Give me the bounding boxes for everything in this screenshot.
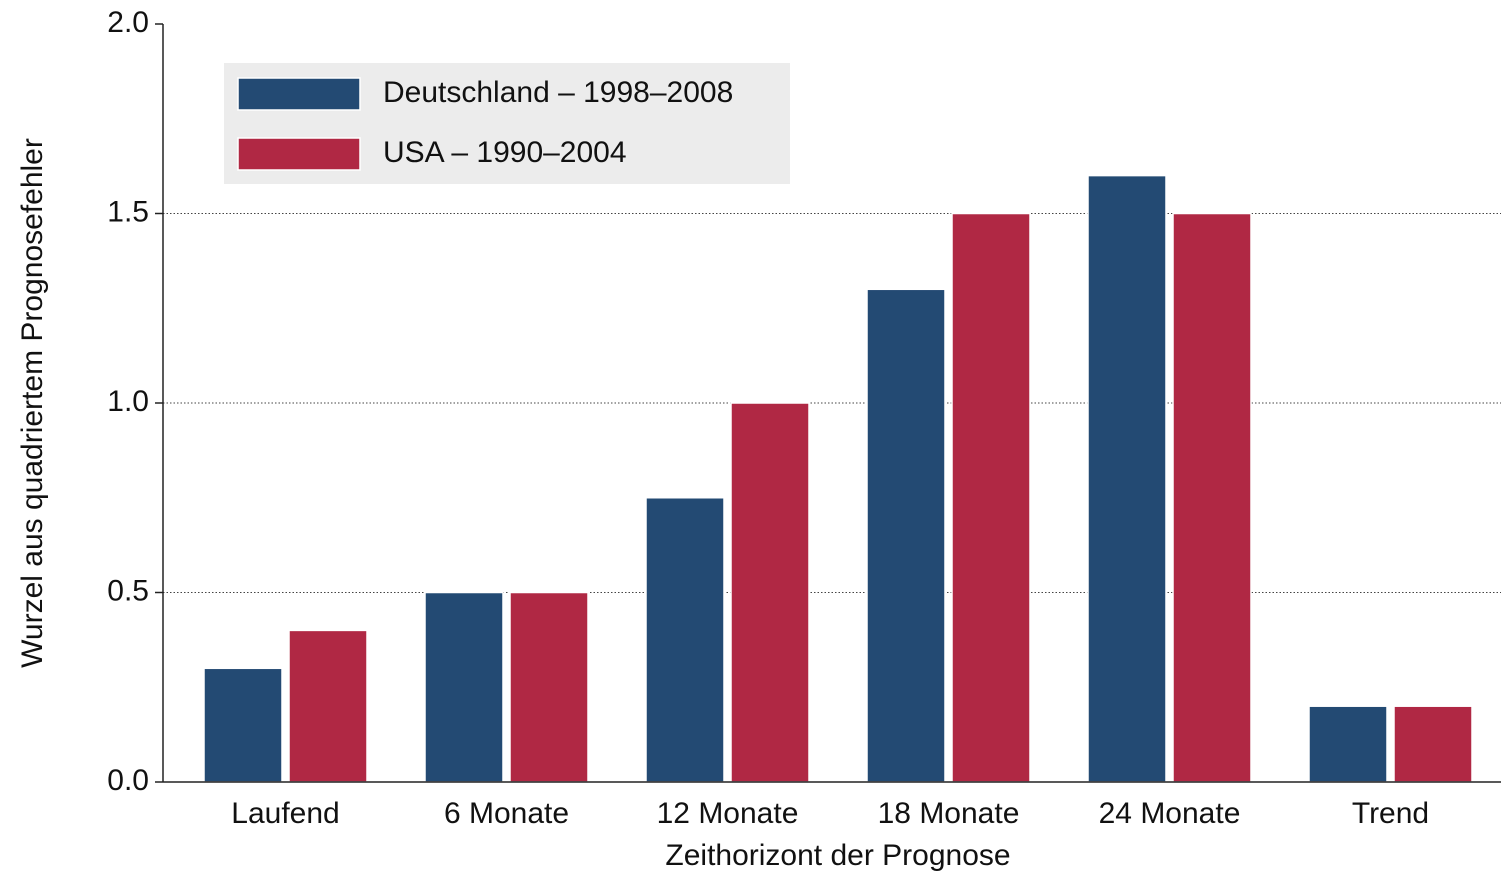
bar <box>509 591 589 783</box>
bar <box>1308 705 1388 783</box>
bar <box>288 629 368 783</box>
bar <box>645 497 725 783</box>
bar <box>424 591 504 783</box>
y-tick-label: 2.0 <box>107 6 149 39</box>
bar <box>1172 212 1252 783</box>
bar <box>1393 705 1473 783</box>
x-tick-label: 6 Monate <box>444 797 569 830</box>
y-axis-label: Wurzel aus quadriertem Prognosefehler <box>16 138 49 668</box>
x-tick-label: 18 Monate <box>878 797 1020 830</box>
x-tick-label: Trend <box>1352 797 1429 830</box>
legend-swatch <box>237 137 361 171</box>
bar <box>730 402 810 783</box>
legend-label: USA – 1990–2004 <box>383 136 627 169</box>
y-tick-label: 1.0 <box>107 385 149 418</box>
bar <box>203 667 283 783</box>
y-tick-label: 1.5 <box>107 195 149 228</box>
y-tick-label: 0.5 <box>107 574 149 607</box>
x-tick-label: 12 Monate <box>657 797 799 830</box>
bar <box>951 212 1031 783</box>
x-tick-label: Laufend <box>231 797 339 830</box>
legend-swatch <box>237 77 361 111</box>
bar <box>1087 174 1167 783</box>
x-axis-label: Zeithorizont der Prognose <box>665 839 1010 872</box>
x-tick-label: 24 Monate <box>1099 797 1241 830</box>
y-tick-label: 0.0 <box>107 764 149 797</box>
legend-label: Deutschland – 1998–2008 <box>383 76 733 109</box>
bar <box>866 288 946 783</box>
